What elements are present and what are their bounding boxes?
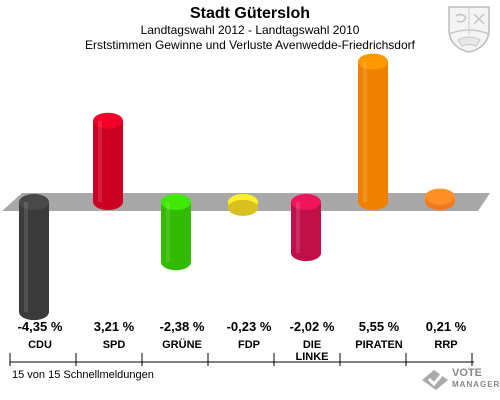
bar-spd [93,112,123,210]
value-label: -2,02 % [290,319,335,334]
coat-of-arms-icon [448,6,490,53]
chart-titles: Stadt Gütersloh Landtagswahl 2012 - Land… [0,4,500,53]
bar-linke [291,194,321,262]
value-label: -4,35 % [18,319,63,334]
category-label: PIRATEN [355,339,403,351]
value-label: -2,38 % [160,319,205,334]
category-label: DIE LINKE [296,339,329,363]
bar-cdu [19,194,49,321]
category-label: SPD [103,339,126,351]
chart-title: Stadt Gütersloh [189,5,310,22]
bar-gruene [161,194,191,271]
value-label: -0,23 % [227,319,272,334]
category-label: RRP [434,339,457,351]
bar-piraten [358,53,388,210]
vote-manager-logo: VOTE MANAGER [420,366,499,396]
footer-note: 15 von 15 Schnellmeldungen [12,369,154,381]
category-label: GRÜNE [162,338,202,351]
chart-subtitle-2: Erststimmen Gewinne und Verluste Avenwed… [85,38,415,52]
category-label: FDP [238,339,260,351]
ballot-check-icon [422,370,448,390]
value-label: 0,21 % [426,319,467,334]
chart-subtitle: Landtagswahl 2012 - Landtagswahl 2010 [140,23,360,37]
value-label: 5,55 % [359,319,400,334]
bar-fdp [228,194,258,216]
logo-line-1: VOTE [452,367,482,379]
category-label: CDU [28,339,52,351]
logo-line-2: MANAGER [452,380,500,389]
value-label: 3,21 % [94,319,135,334]
bar-rrp [425,188,455,210]
